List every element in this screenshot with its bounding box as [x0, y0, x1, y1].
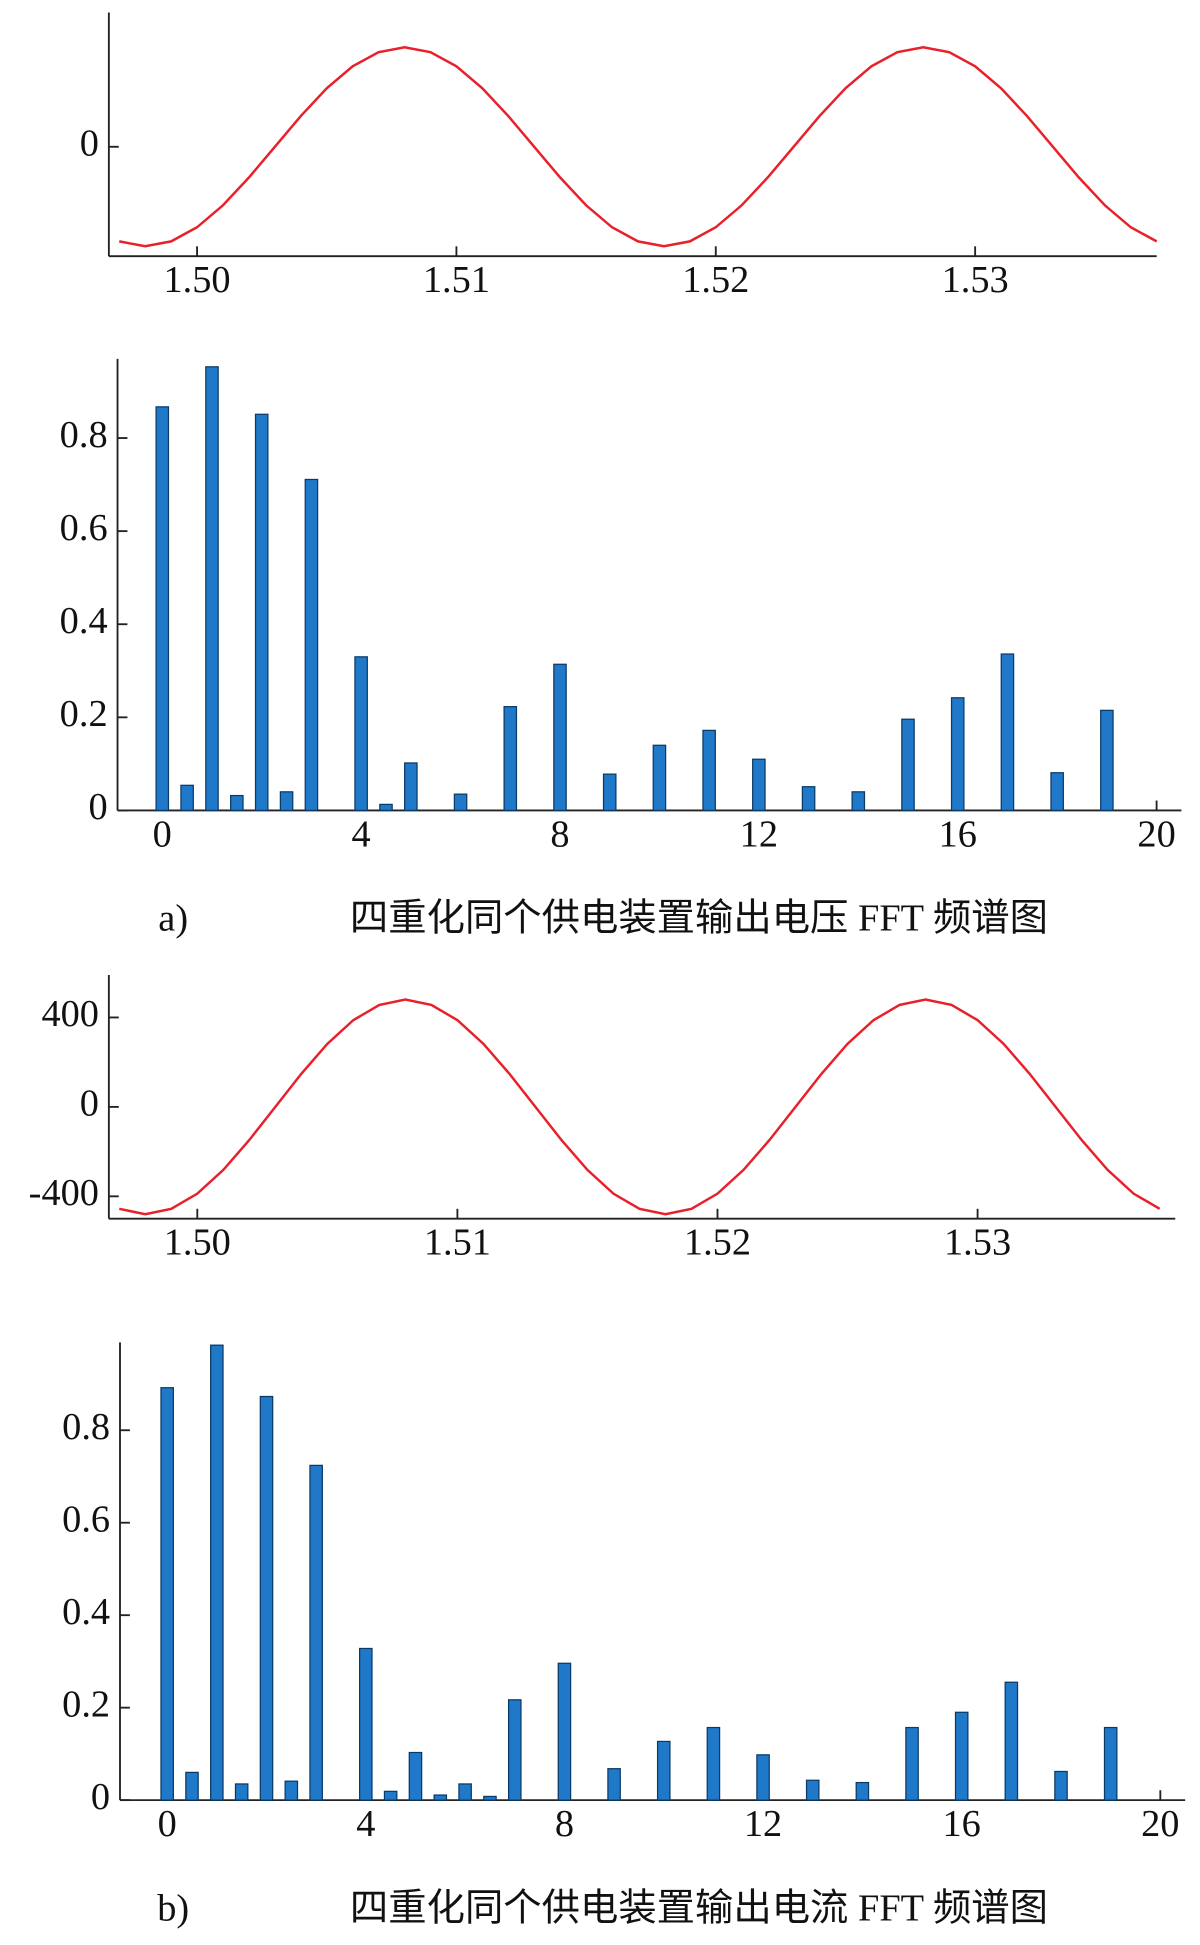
bar	[404, 762, 418, 812]
bar	[453, 793, 468, 812]
y-tick-label: 0	[80, 1083, 99, 1125]
bar	[851, 791, 866, 812]
x-tick-label: 1.51	[423, 259, 490, 301]
bar	[756, 1754, 770, 1801]
bar	[383, 1790, 398, 1801]
caption-label: a)	[158, 898, 188, 940]
wave-line	[119, 998, 1161, 1216]
y-tick-label: 0.2	[62, 1683, 110, 1725]
y-tick-label: 0	[91, 1776, 110, 1818]
bar	[433, 1794, 448, 1801]
bar	[507, 1699, 522, 1801]
bar	[553, 663, 567, 812]
bar	[752, 758, 766, 812]
x-tick-label: 20	[1141, 1803, 1179, 1845]
bar	[160, 1387, 174, 1801]
x-tick-label: 12	[740, 813, 778, 855]
bar	[503, 706, 518, 812]
bar	[706, 1726, 721, 1801]
y-tick-label: 0	[80, 123, 99, 165]
bar	[408, 1751, 423, 1801]
bar	[1004, 1681, 1019, 1801]
x-tick-label: 1.53	[942, 259, 1009, 301]
bar	[205, 366, 219, 812]
caption: 四重化同个供电装置输出电流 FFT 频谱图	[350, 1886, 1048, 1929]
caption: 四重化同个供电装置输出电压 FFT 频谱图	[350, 897, 1048, 940]
bar	[702, 729, 716, 812]
bar	[954, 1711, 969, 1801]
bar	[185, 1771, 199, 1801]
bar	[905, 1726, 919, 1801]
x-tick-label: 4	[356, 1803, 375, 1845]
x-tick-label: 1.50	[163, 259, 230, 301]
caption-label: b)	[157, 1887, 189, 1929]
bar	[259, 1395, 274, 1801]
y-tick-label: 0.4	[62, 1591, 110, 1633]
bar	[805, 1779, 820, 1801]
x-tick-label: 8	[555, 1803, 574, 1845]
wave-line	[119, 46, 1158, 248]
bar	[359, 1647, 373, 1801]
bar	[180, 784, 194, 812]
x-tick-label: 1.50	[164, 1222, 231, 1264]
y-tick-label: 0.2	[60, 693, 108, 735]
bar	[607, 1768, 621, 1801]
x-tick-label: 12	[744, 1803, 782, 1845]
bar	[1000, 653, 1015, 812]
bar	[304, 478, 319, 812]
y-tick-label: 0.8	[62, 1406, 110, 1448]
x-tick-label: 20	[1137, 813, 1175, 855]
x-tick-label: 1.53	[944, 1222, 1011, 1264]
bar	[652, 744, 667, 812]
bar	[855, 1781, 870, 1801]
bar	[602, 773, 617, 812]
y-tick-label: 0.6	[62, 1499, 110, 1541]
x-tick-label: 4	[352, 813, 371, 855]
bar	[309, 1464, 323, 1801]
y-tick-label: 0	[88, 786, 107, 828]
bar	[1054, 1770, 1068, 1801]
bar	[950, 697, 965, 812]
bar	[901, 718, 915, 812]
x-tick-label: 1.51	[424, 1222, 491, 1264]
bar	[1103, 1726, 1118, 1801]
bar	[254, 413, 269, 812]
bar	[458, 1783, 472, 1801]
x-tick-label: 0	[153, 813, 172, 855]
y-tick-label: -400	[29, 1172, 99, 1214]
bar	[656, 1740, 671, 1801]
bar	[557, 1662, 572, 1801]
y-tick-label: 0.4	[60, 600, 108, 642]
bar	[210, 1344, 224, 1801]
x-tick-label: 16	[939, 813, 977, 855]
y-tick-label: 0.8	[60, 414, 108, 456]
bar	[379, 803, 393, 812]
bar	[155, 406, 170, 812]
x-tick-label: 1.52	[682, 259, 749, 301]
bar	[234, 1783, 249, 1801]
bar	[284, 1780, 299, 1801]
bar	[279, 791, 294, 812]
x-tick-label: 8	[550, 813, 569, 855]
y-tick-label: 400	[41, 993, 99, 1035]
x-tick-label: 0	[158, 1803, 177, 1845]
bar	[1050, 772, 1064, 812]
y-tick-label: 0.6	[60, 507, 108, 549]
x-tick-label: 1.52	[684, 1222, 751, 1264]
x-tick-label: 16	[943, 1803, 981, 1845]
bar	[1100, 709, 1114, 812]
bar	[801, 786, 816, 812]
bar	[230, 794, 244, 812]
bar	[354, 656, 368, 812]
bar	[483, 1795, 497, 1801]
